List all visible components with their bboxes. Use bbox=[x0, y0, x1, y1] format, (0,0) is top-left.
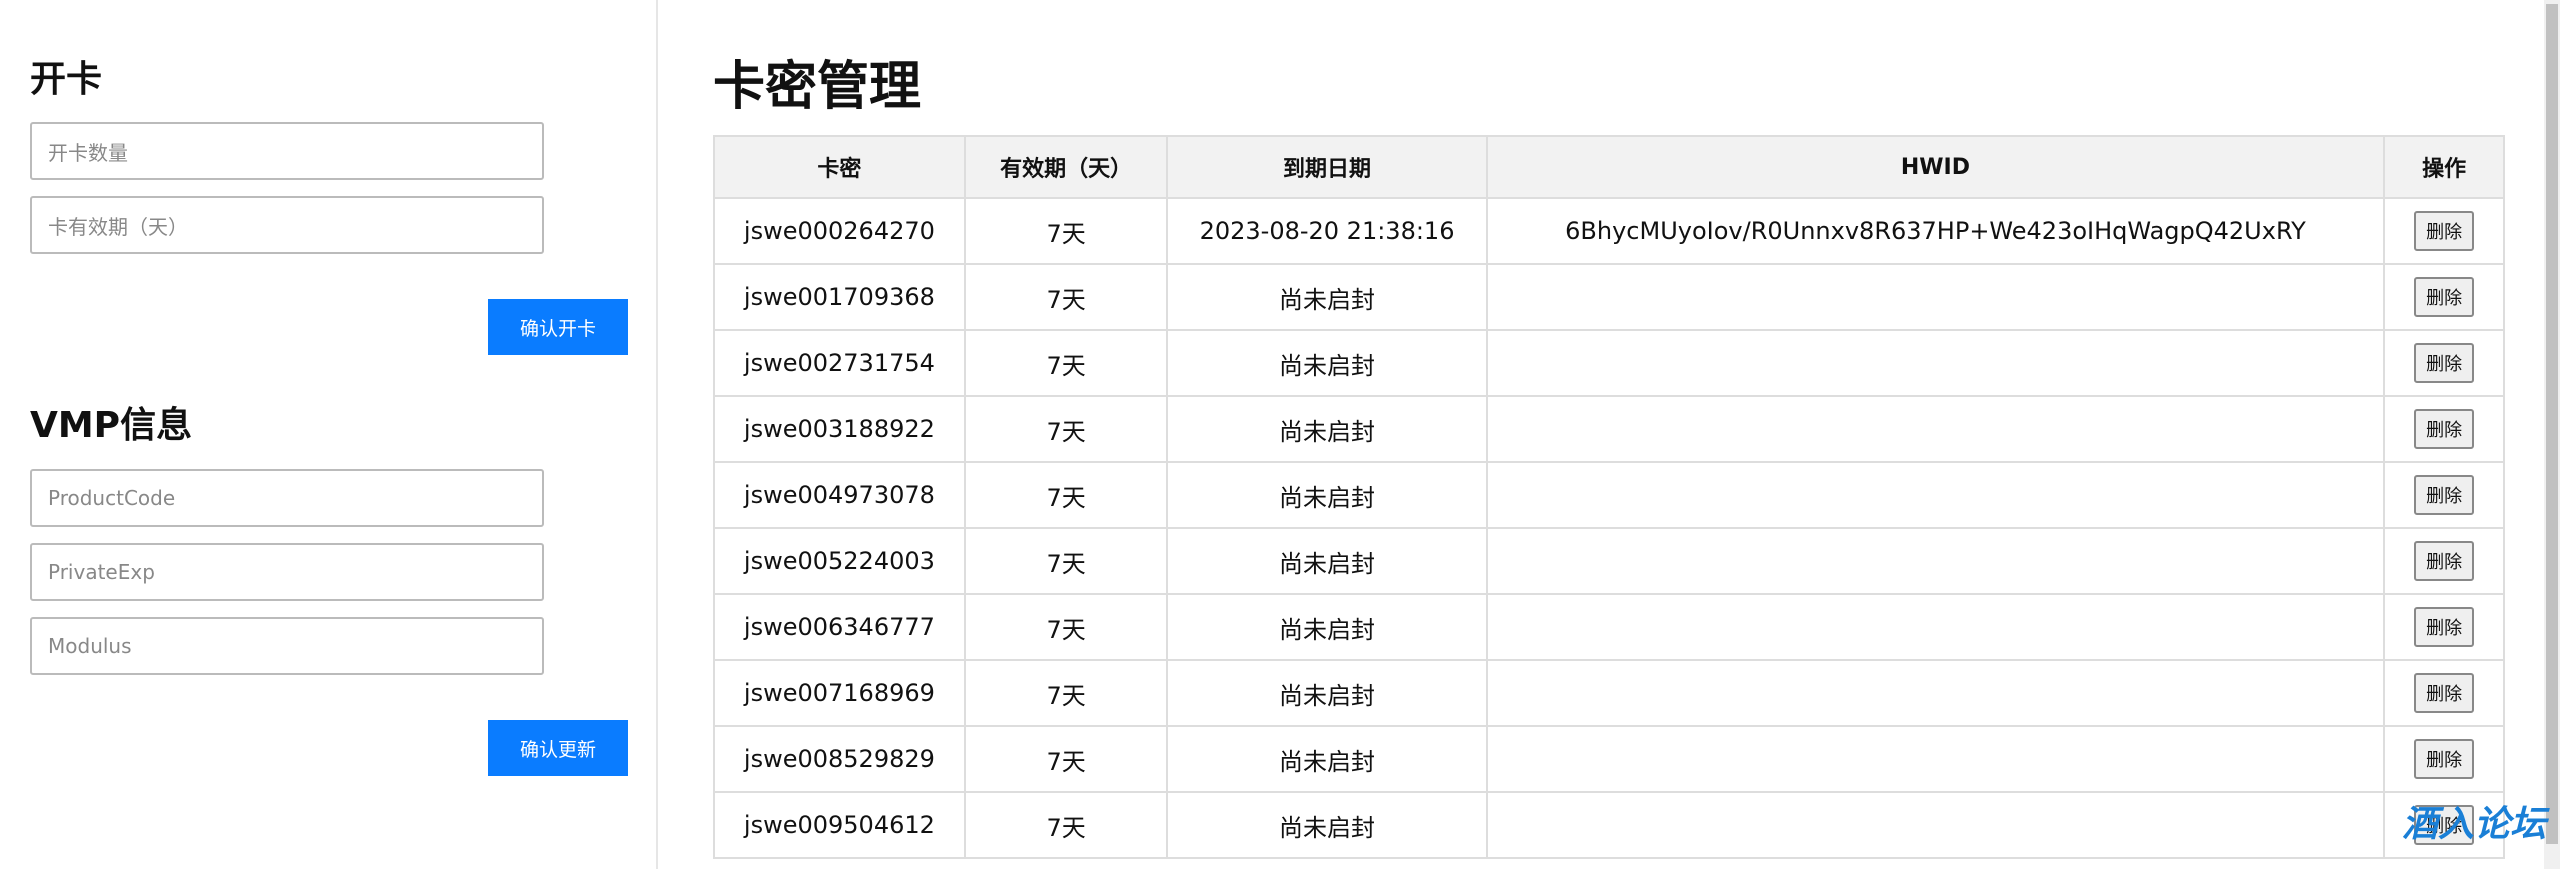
table-cell: 7天 bbox=[963, 725, 1169, 793]
table-cell: 7天 bbox=[963, 791, 1169, 859]
table-cell: 删除 bbox=[2383, 791, 2505, 859]
table-cell: 尚未启封 bbox=[1166, 461, 1488, 529]
delete-button[interactable]: 删除 bbox=[2414, 475, 2475, 515]
table-cell: 尚未启封 bbox=[1166, 791, 1488, 859]
delete-button[interactable]: 删除 bbox=[2414, 805, 2475, 845]
table-cell: 删除 bbox=[2383, 329, 2505, 397]
table-cell: 尚未启封 bbox=[1166, 593, 1488, 661]
table-body: jswe000264270 7天 2023-08-20 21:38:16 6BhycM… bbox=[713, 197, 2505, 859]
table-cell: 2023-08-20 21:38:16 bbox=[1166, 197, 1488, 265]
table-cell: jswe002731754 bbox=[713, 329, 966, 397]
table-cell: 尚未启封 bbox=[1166, 263, 1488, 331]
delete-button[interactable]: 删除 bbox=[2414, 541, 2475, 581]
table-cell bbox=[1485, 659, 2386, 727]
input[interactable]: ProductCode bbox=[30, 469, 544, 527]
delete-button[interactable]: 删除 bbox=[2414, 409, 2475, 449]
table-cell: jswe004973078 bbox=[713, 461, 966, 529]
section-title: VMP信息 bbox=[30, 405, 193, 446]
table-cell: 删除 bbox=[2383, 263, 2505, 331]
table-cell: 删除 bbox=[2383, 197, 2505, 265]
table-cell: jswe000264270 bbox=[713, 197, 966, 265]
table-cell bbox=[1485, 263, 2386, 331]
column-header: 操作 bbox=[2383, 135, 2505, 199]
table-cell bbox=[1485, 527, 2386, 595]
table-row: jswe000264270 7天 2023-08-20 21:38:16 6BhycM… bbox=[713, 197, 2505, 265]
table-cell bbox=[1485, 725, 2386, 793]
card-table: 卡密 有效期（天） 到期日期 HWID 操作 jswe000264270 7天 2023-0… bbox=[713, 135, 2505, 859]
column-header: HWID bbox=[1485, 135, 2386, 199]
table-row: jswe002731754 7天 尚未启封 删除 bbox=[713, 329, 2505, 397]
table-row: jswe008529829 7天 尚未启封 删除 bbox=[713, 725, 2505, 793]
table-cell: 删除 bbox=[2383, 395, 2505, 463]
delete-button[interactable]: 删除 bbox=[2414, 277, 2475, 317]
table-cell: 删除 bbox=[2383, 527, 2505, 595]
table-cell bbox=[1485, 395, 2386, 463]
table-cell: jswe003188922 bbox=[713, 395, 966, 463]
table-cell: 7天 bbox=[963, 461, 1169, 529]
watermark: 酒入论坛 bbox=[2401, 804, 2546, 845]
input[interactable]: 卡有效期（天） bbox=[30, 196, 544, 254]
table-row: jswe003188922 7天 尚未启封 删除 bbox=[713, 395, 2505, 463]
table-cell: 尚未启封 bbox=[1166, 659, 1488, 727]
input[interactable]: Modulus bbox=[30, 617, 544, 675]
table-cell: 7天 bbox=[963, 329, 1169, 397]
scrollbar-thumb[interactable] bbox=[2546, 4, 2558, 844]
table-row: jswe005224003 7天 尚未启封 删除 bbox=[713, 527, 2505, 595]
column-header: 到期日期 bbox=[1166, 135, 1488, 199]
header-row: 卡密 有效期（天） 到期日期 HWID 操作 bbox=[713, 135, 2505, 199]
table-cell: 尚未启封 bbox=[1166, 527, 1488, 595]
table-row: jswe007168969 7天 尚未启封 删除 bbox=[713, 659, 2505, 727]
table-row: jswe004973078 7天 尚未启封 删除 bbox=[713, 461, 2505, 529]
table-cell: 尚未启封 bbox=[1166, 395, 1488, 463]
table-cell: 7天 bbox=[963, 593, 1169, 661]
scrollbar[interactable] bbox=[2544, 0, 2560, 869]
table-cell: jswe008529829 bbox=[713, 725, 966, 793]
table-cell: jswe007168969 bbox=[713, 659, 966, 727]
table-cell: 7天 bbox=[963, 527, 1169, 595]
table-cell: 7天 bbox=[963, 197, 1169, 265]
delete-button[interactable]: 删除 bbox=[2414, 739, 2475, 779]
table-row: jswe001709368 7天 尚未启封 删除 bbox=[713, 263, 2505, 331]
page-title: 卡密管理 bbox=[713, 57, 922, 117]
table-cell: 删除 bbox=[2383, 725, 2505, 793]
sidebar: 开卡 开卡数量 卡有效期（天） 确认开卡 VMP信息 ProductCode P… bbox=[0, 0, 658, 869]
delete-button[interactable]: 删除 bbox=[2414, 211, 2475, 251]
table-cell: jswe005224003 bbox=[713, 527, 966, 595]
table-cell bbox=[1485, 461, 2386, 529]
table-cell: 7天 bbox=[963, 395, 1169, 463]
table-cell bbox=[1485, 593, 2386, 661]
delete-button[interactable]: 删除 bbox=[2414, 673, 2475, 713]
main: 卡密管理 卡密 有效期（天） 到期日期 HWID 操作 jswe000264270 7天 2… bbox=[660, 0, 2544, 869]
table-cell: 删除 bbox=[2383, 659, 2505, 727]
table-cell: 7天 bbox=[963, 263, 1169, 331]
column-header: 有效期（天） bbox=[963, 135, 1169, 199]
button[interactable]: 确认更新 bbox=[488, 720, 628, 776]
delete-button[interactable]: 删除 bbox=[2414, 343, 2475, 383]
table-cell: 删除 bbox=[2383, 593, 2505, 661]
table-cell: 6BhycMUyoIov/R0Unnxv8R637HP+We423oIHqWag… bbox=[1485, 197, 2386, 265]
button[interactable]: 确认开卡 bbox=[488, 299, 628, 355]
delete-button[interactable]: 删除 bbox=[2414, 607, 2475, 647]
section-title: 开卡 bbox=[30, 59, 103, 100]
table-cell: 尚未启封 bbox=[1166, 329, 1488, 397]
table-cell: jswe001709368 bbox=[713, 263, 966, 331]
table-row: jswe009504612 7天 尚未启封 删除 bbox=[713, 791, 2505, 859]
column-header: 卡密 bbox=[713, 135, 966, 199]
table-cell bbox=[1485, 791, 2386, 859]
table-cell: 7天 bbox=[963, 659, 1169, 727]
table-cell bbox=[1485, 329, 2386, 397]
table-cell: jswe009504612 bbox=[713, 791, 966, 859]
table-cell: jswe006346777 bbox=[713, 593, 966, 661]
table-cell: 删除 bbox=[2383, 461, 2505, 529]
table-cell: 尚未启封 bbox=[1166, 725, 1488, 793]
input[interactable]: PrivateExp bbox=[30, 543, 544, 601]
input[interactable]: 开卡数量 bbox=[30, 122, 544, 180]
table-row: jswe006346777 7天 尚未启封 删除 bbox=[713, 593, 2505, 661]
